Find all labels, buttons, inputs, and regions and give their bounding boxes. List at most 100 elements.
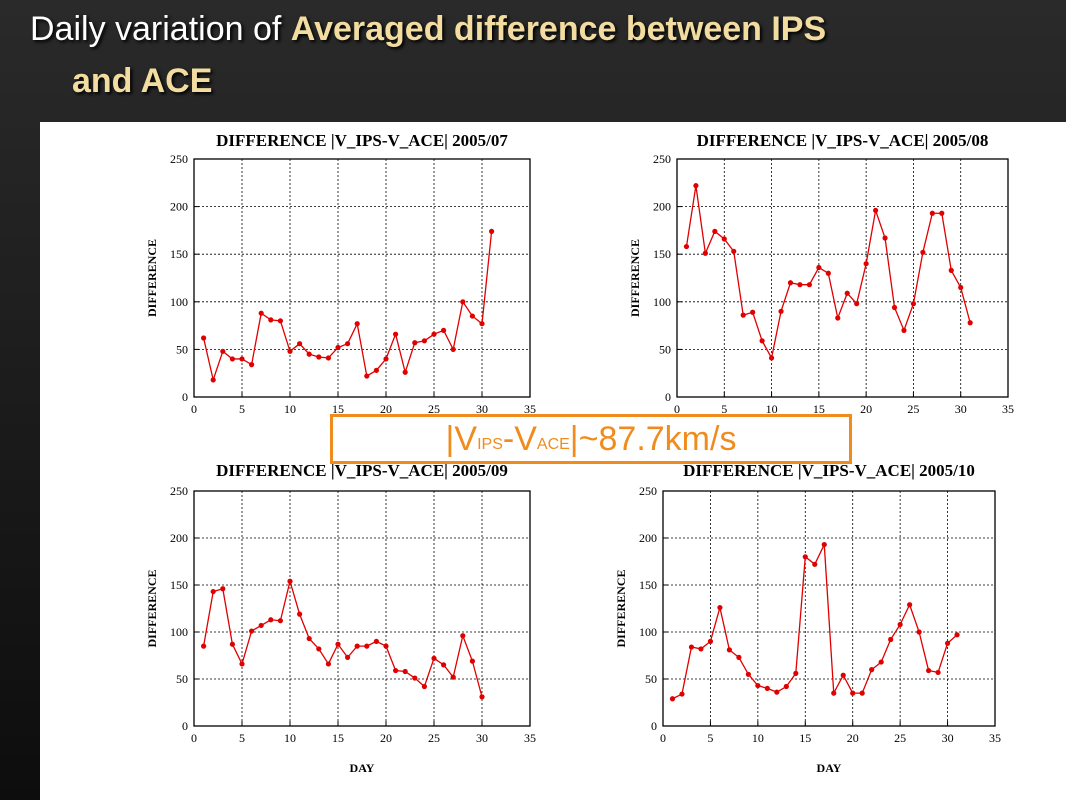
chart-2-ytick-label: 100 [653,295,671,309]
chart-2-xtick-label: 25 [907,402,919,416]
chart-3-ytick-label: 200 [170,531,188,545]
chart-3-xtick-label: 25 [428,731,440,745]
chart-4-ylabel: DIFFERENCE [614,569,628,647]
chart-2-frame [676,158,1009,398]
chart-4-data-point [916,629,922,635]
chart-1-data-point [450,346,456,352]
chart-4-data-point [859,690,865,696]
chart-2-data-point [948,267,954,273]
chart-1-ytick-label: 50 [176,342,188,356]
chart-4-data-point [935,669,941,676]
chart-4-ytick-label: 0 [651,719,657,733]
title-highlight: Averaged difference between IPS [290,10,827,48]
callout-v2: V [514,419,537,458]
chart-4-xtick-label: 20 [847,731,859,745]
chart-2-ylabel: DIFFERENCE [628,239,642,317]
chart-3-data-point [306,635,312,642]
chart-3-data-point [297,611,303,617]
chart-1-data-point [431,331,437,337]
chart-4-data-point [793,670,799,676]
chart-1-xtick-label: 25 [428,402,440,416]
callout-value: ~87.7km/s [578,419,737,458]
chart-4-ytick-label: 100 [639,625,657,639]
slide-title: Daily variation of Averaged difference b… [30,10,826,49]
chart-4-data-point [679,691,685,697]
chart-1-data-point [229,356,235,362]
callout-bar-left: | [445,419,455,458]
chart-2-data-point [693,183,699,189]
chart-3-data-point [325,661,331,667]
chart-1-data-point [287,348,293,354]
chart-4-ytick-label: 150 [639,578,657,592]
chart-4-data-point [907,602,913,608]
chart-2-data-point [882,235,888,241]
chart-3-ytick-label: 0 [182,719,188,733]
chart-1-data-point [364,373,370,379]
chart-2-data-point [750,309,756,315]
chart-4-xtick-label: 25 [894,731,906,745]
chart-3-ytick-label: 50 [176,672,188,686]
chart-3-data-point [402,668,408,675]
chart-2-data-point [768,355,775,361]
chart-4-data-point [698,646,704,652]
chart-3-data-point [479,694,485,700]
chart-2-data-point [835,315,841,321]
chart-1-ylabel: DIFFERENCE [145,239,159,317]
chart-2-xtick-label: 15 [813,402,825,416]
chart-3-data-point [249,628,255,634]
slide-title-line2: and ACE [72,62,213,100]
chart-4-ytick-label: 200 [639,531,657,545]
chart-4-xtick-label: 10 [752,731,764,745]
chart-1-xtick-label: 20 [380,402,392,416]
chart-4-data-point [736,654,742,660]
chart-4-data-point [850,690,856,696]
chart-4-xlabel: DAY [817,761,842,775]
chart-1-data-point [421,338,427,344]
chart-3-xtick-label: 0 [191,731,197,745]
chart-1-data-point [306,351,312,357]
chart-2-data-point [787,280,794,286]
chart-3-data-point [354,643,360,649]
chart-2-xtick-label: 5 [721,402,727,416]
chart-2-data-point [863,261,869,267]
chart-3-data-point [258,622,264,629]
title-prefix: Daily variation of [30,10,291,48]
chart-2-data-point [712,228,718,234]
chart-2-data-point [854,301,860,307]
chart-1-data-point [316,354,322,360]
chart-3-data-point [277,618,283,624]
chart-2-ytick-label: 150 [653,247,671,261]
chart-2-data-point [920,249,926,255]
chart-1-ytick-label: 100 [170,295,188,309]
chart-2-xtick-label: 0 [674,402,680,416]
chart-1-xtick-label: 30 [476,402,488,416]
chart-4-data-point [878,659,884,665]
chart-3-xtick-label: 10 [284,731,296,745]
chart-2-xtick-label: 35 [1002,402,1014,416]
chart-2-ytick-label: 50 [659,342,671,356]
chart-3-data-point [210,588,216,595]
chart-3-xlabel: DAY [350,761,375,775]
chart-4-data-point [802,554,808,560]
chart-1-xtick-label: 35 [524,402,536,416]
callout-sub-ace: ACE [536,436,570,453]
chart-4-data-point [954,632,960,638]
chart-1-xtick-label: 5 [239,402,245,416]
chart-1-data-point [469,313,475,319]
chart-3-data-point [220,586,226,592]
chart-1-data-point [489,228,495,234]
chart-1-ytick-label: 150 [170,247,188,261]
chart-4-data-point [888,636,894,643]
chart-1-data-point [393,331,399,337]
chart-4-data-point [717,604,723,611]
chart-2-xtick-label: 20 [860,402,872,416]
chart-2-title: DIFFERENCE |V_IPS-V_ACE| 2005/08 [697,131,989,150]
chart-3-data-point [469,658,475,664]
chart-2-data-point [901,327,907,333]
chart-3-ytick-label: 150 [170,578,188,592]
chart-1-ytick-label: 0 [182,390,188,404]
chart-3-data-point [460,633,466,639]
chart-3-xtick-label: 30 [476,731,488,745]
chart-1-data-point [220,348,226,354]
callout-dash: - [502,419,515,458]
